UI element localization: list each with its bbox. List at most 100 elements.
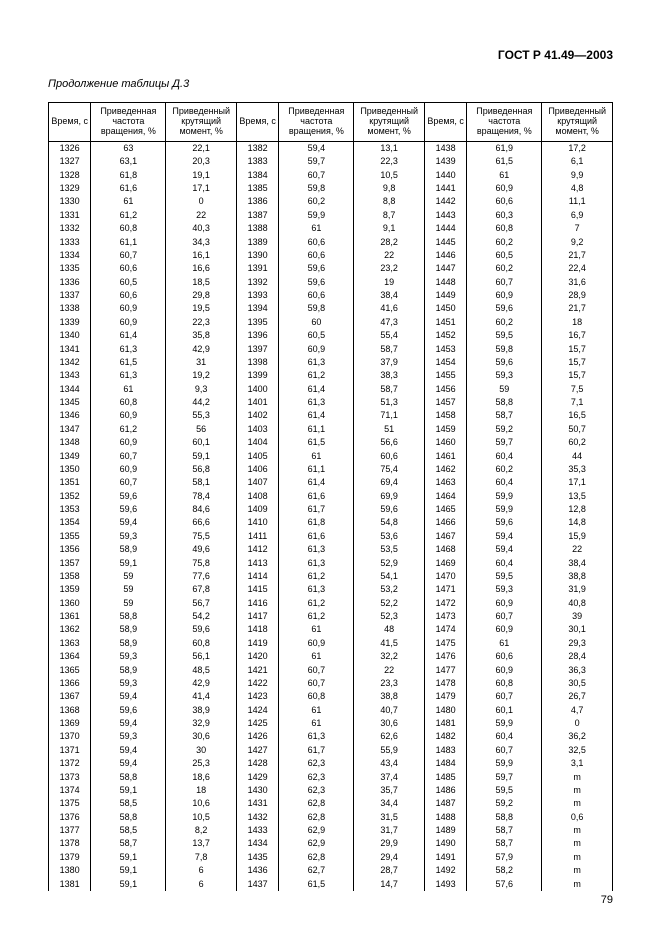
cell-time: 1406 [236, 463, 278, 476]
cell-torque: 25,3 [166, 757, 237, 770]
cell-freq: 61,7 [279, 744, 354, 757]
table-row: 134660,955,3140261,471,1145858,716,5 [49, 409, 613, 422]
cell-time: 1375 [49, 797, 91, 810]
cell-time: 1355 [49, 530, 91, 543]
cell-time: 1347 [49, 423, 91, 436]
cell-time: 1412 [236, 543, 278, 556]
cell-time: 1378 [49, 837, 91, 850]
col-torque-3: Приведенный крутящий момент, % [542, 103, 613, 142]
cell-freq: 59,5 [467, 329, 542, 342]
cell-time: 1380 [49, 864, 91, 877]
cell-torque: 52,3 [354, 610, 425, 623]
cell-freq: 61,3 [279, 583, 354, 596]
cell-torque: 6 [166, 864, 237, 877]
cell-time: 1334 [49, 249, 91, 262]
table-body: 13266322,1138259,413,1143861,917,2132763… [49, 141, 613, 891]
cell-time: 1393 [236, 289, 278, 302]
cell-time: 1387 [236, 209, 278, 222]
table-row: 133760,629,8139360,638,4144960,928,9 [49, 289, 613, 302]
cell-torque: 28,9 [542, 289, 613, 302]
cell-freq: 61,4 [279, 476, 354, 489]
cell-freq: 62,8 [279, 797, 354, 810]
cell-time: 1432 [236, 810, 278, 823]
cell-torque: 11,1 [542, 195, 613, 208]
cell-time: 1471 [424, 583, 466, 596]
cell-torque: 22,3 [166, 316, 237, 329]
table-row: 137059,330,6142661,362,6148260,436,2 [49, 730, 613, 743]
table-row: 13595967,8141561,353,2147159,331,9 [49, 583, 613, 596]
table-row: 13266322,1138259,413,1143861,917,2 [49, 141, 613, 155]
cell-torque: 49,6 [166, 543, 237, 556]
cell-freq: 60,5 [467, 249, 542, 262]
cell-torque: 60,6 [354, 449, 425, 462]
table-row: 135359,684,6140961,759,6146559,912,8 [49, 503, 613, 516]
cell-torque: 66,6 [166, 516, 237, 529]
cell-time: 1396 [236, 329, 278, 342]
cell-time: 1328 [49, 168, 91, 181]
data-table: Время, с Приведенная частота вращения, %… [48, 102, 613, 891]
cell-time: 1488 [424, 810, 466, 823]
cell-time: 1352 [49, 489, 91, 502]
cell-time: 1416 [236, 596, 278, 609]
cell-torque: 18 [166, 784, 237, 797]
cell-freq: 61,3 [279, 356, 354, 369]
cell-freq: 61,5 [279, 877, 354, 890]
cell-freq: 61 [279, 449, 354, 462]
cell-torque: 75,8 [166, 556, 237, 569]
table-row: 132961,617,1138559,89,8144160,94,8 [49, 182, 613, 195]
cell-time: 1452 [424, 329, 466, 342]
cell-time: 1475 [424, 637, 466, 650]
cell-torque: 53,6 [354, 530, 425, 543]
cell-freq: 59 [91, 570, 166, 583]
cell-torque: 18 [542, 316, 613, 329]
cell-freq: 58,7 [467, 837, 542, 850]
cell-torque: 38,8 [354, 690, 425, 703]
cell-freq: 58,7 [467, 409, 542, 422]
cell-torque: 7,1 [542, 396, 613, 409]
cell-torque: 0 [166, 195, 237, 208]
cell-freq: 60 [279, 316, 354, 329]
cell-freq: 58,8 [91, 810, 166, 823]
cell-freq: 60,9 [467, 623, 542, 636]
cell-torque: 60,8 [166, 637, 237, 650]
cell-freq: 59,6 [91, 703, 166, 716]
cell-time: 1346 [49, 409, 91, 422]
cell-freq: 61,5 [467, 155, 542, 168]
cell-freq: 59,7 [279, 155, 354, 168]
cell-time: 1447 [424, 262, 466, 275]
cell-freq: 60,7 [91, 449, 166, 462]
cell-freq: 62,9 [279, 837, 354, 850]
cell-torque: m [542, 864, 613, 877]
cell-freq: 59,3 [91, 730, 166, 743]
cell-torque: 30,6 [354, 717, 425, 730]
cell-freq: 59,4 [279, 141, 354, 155]
cell-freq: 57,6 [467, 877, 542, 890]
cell-freq: 60,8 [279, 690, 354, 703]
cell-time: 1424 [236, 703, 278, 716]
cell-freq: 61,4 [279, 382, 354, 395]
cell-time: 1351 [49, 476, 91, 489]
cell-torque: 3,1 [542, 757, 613, 770]
cell-torque: 21,7 [542, 249, 613, 262]
cell-freq: 58,7 [91, 837, 166, 850]
cell-freq: 59,1 [91, 556, 166, 569]
table-row: 137558,510,6143162,834,4148759,2m [49, 797, 613, 810]
cell-time: 1423 [236, 690, 278, 703]
cell-torque: 38,3 [354, 369, 425, 382]
cell-freq: 60,7 [467, 610, 542, 623]
cell-freq: 61,6 [279, 489, 354, 502]
cell-torque: m [542, 784, 613, 797]
cell-freq: 61,4 [91, 329, 166, 342]
cell-time: 1360 [49, 596, 91, 609]
cell-torque: 13,1 [354, 141, 425, 155]
cell-torque: 29,9 [354, 837, 425, 850]
cell-time: 1343 [49, 369, 91, 382]
cell-freq: 60,9 [91, 409, 166, 422]
cell-time: 1484 [424, 757, 466, 770]
cell-time: 1366 [49, 677, 91, 690]
cell-freq: 61,2 [91, 423, 166, 436]
cell-torque: 32,5 [542, 744, 613, 757]
cell-freq: 59,3 [91, 650, 166, 663]
cell-freq: 59 [91, 583, 166, 596]
cell-freq: 60,8 [91, 396, 166, 409]
